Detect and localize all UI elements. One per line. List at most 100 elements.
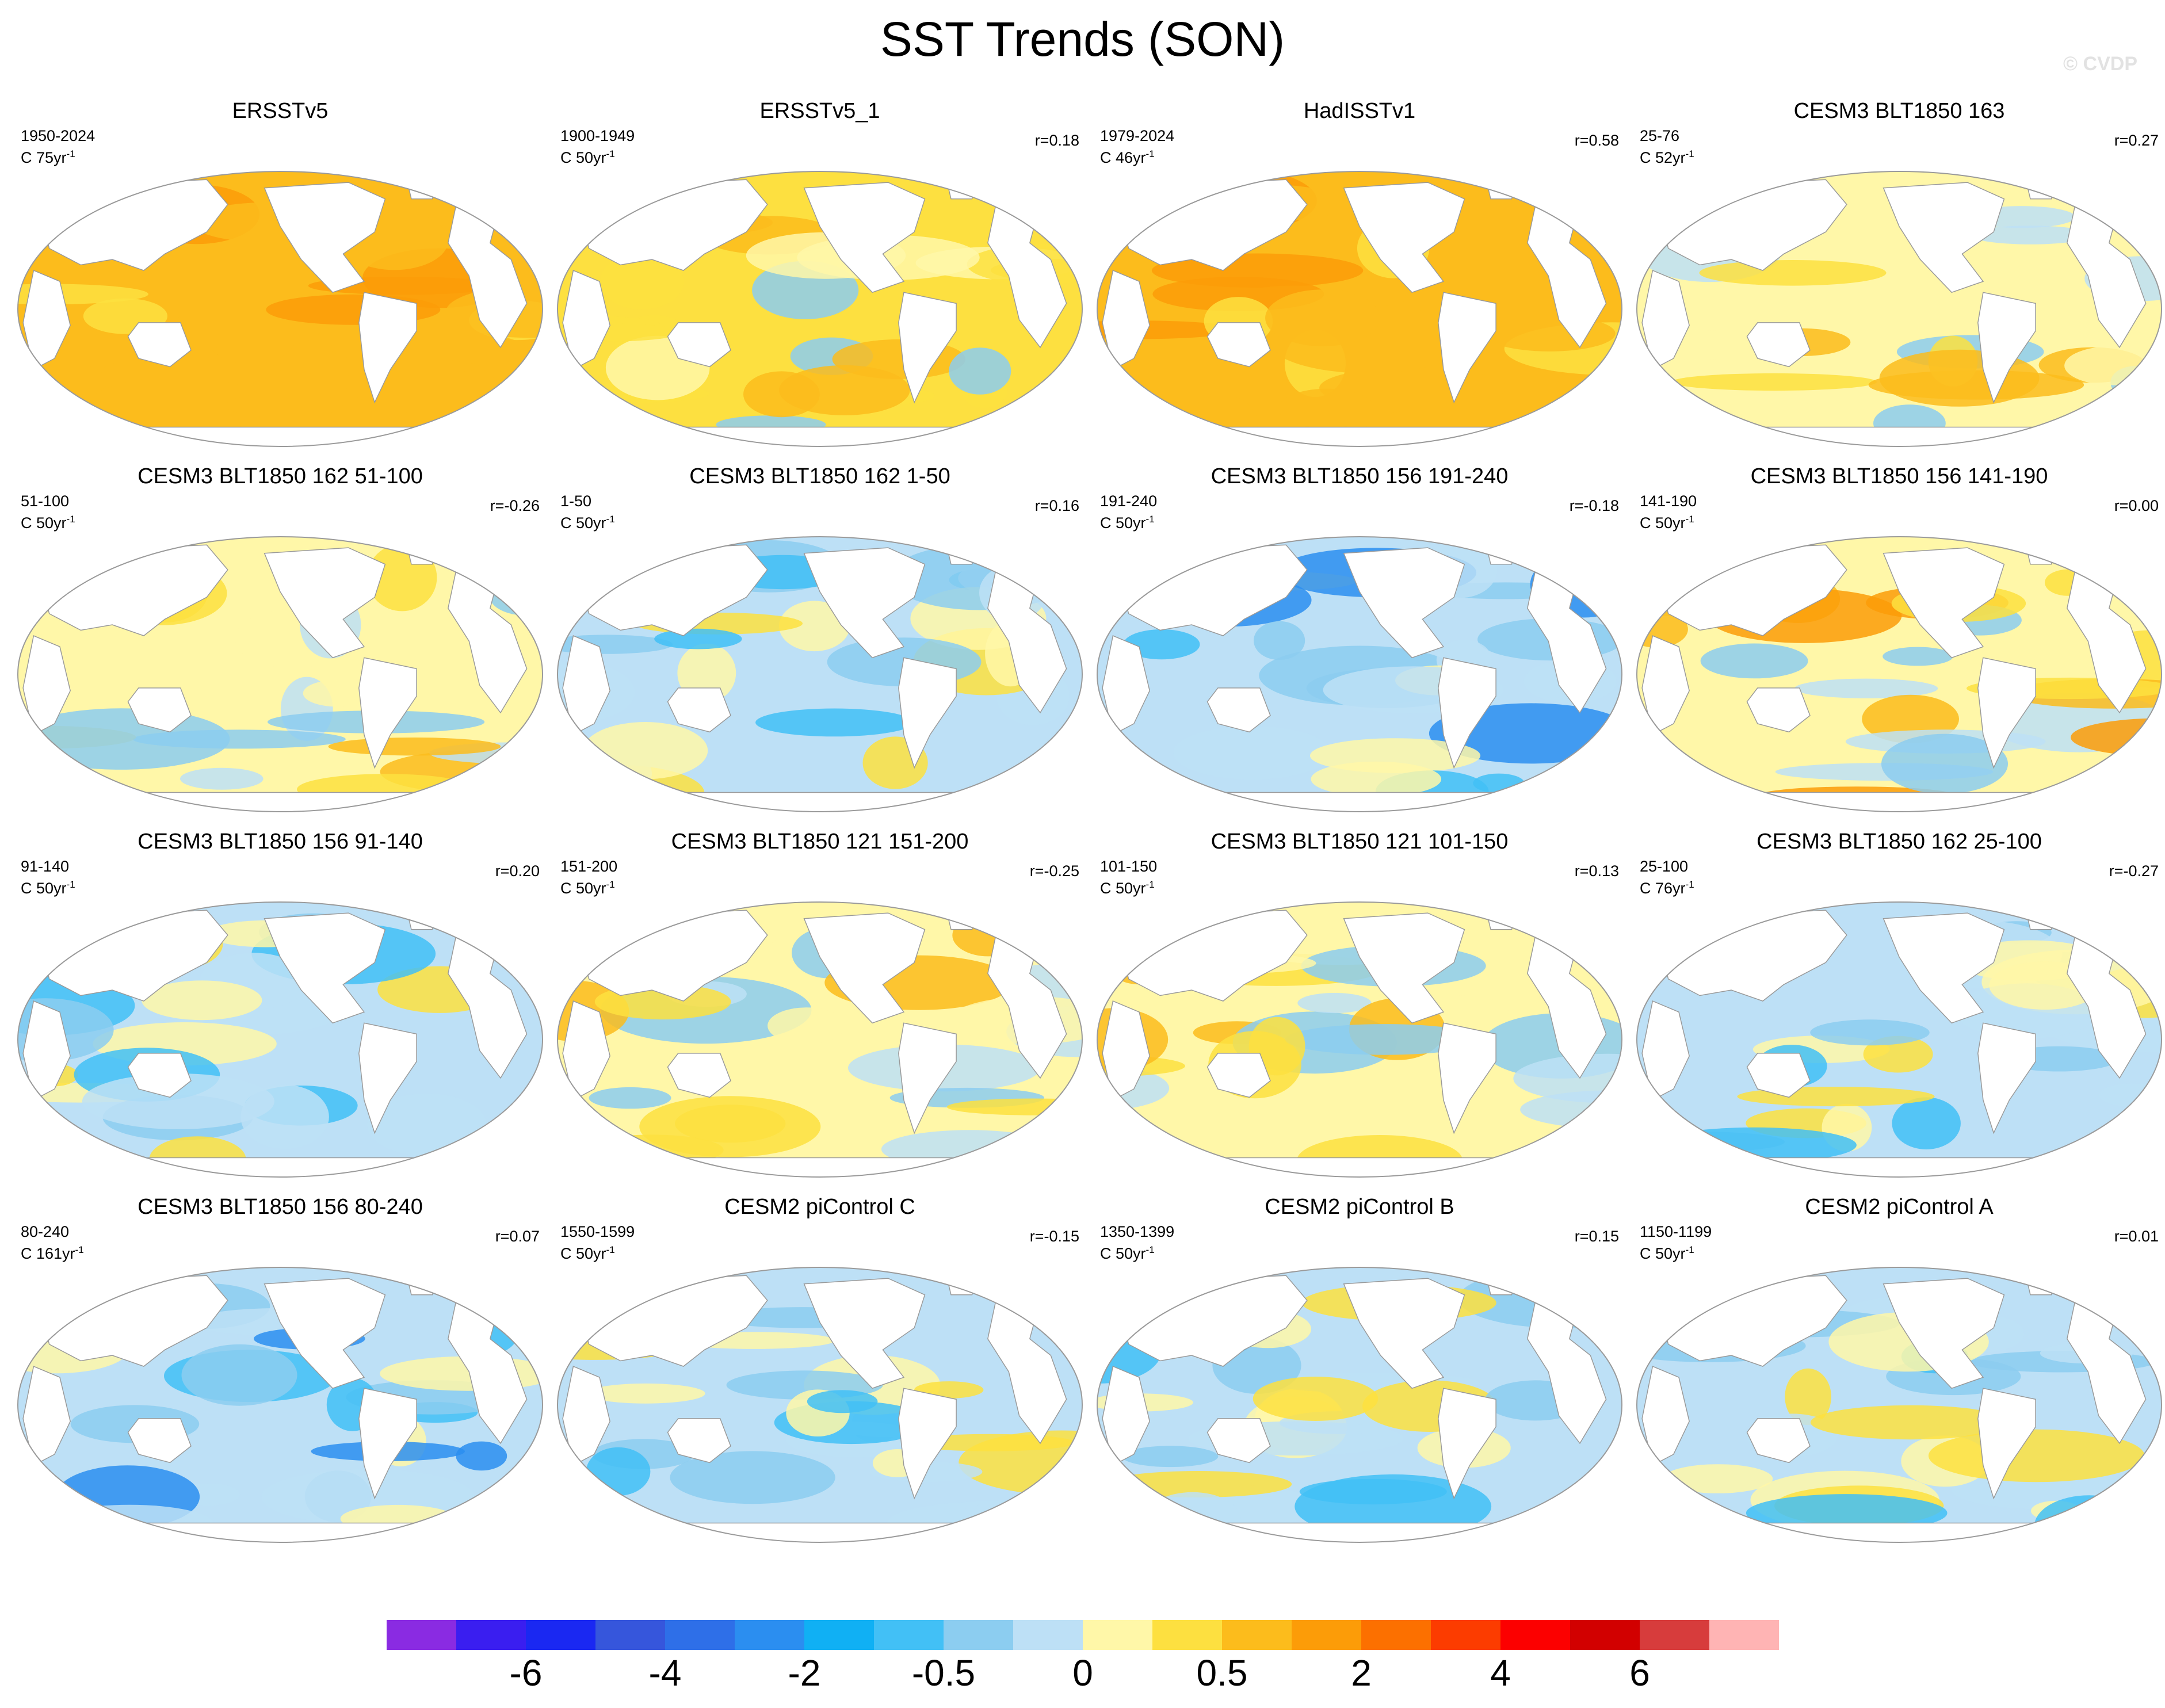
colorbar-tick-label: 0 <box>1072 1652 1093 1694</box>
map-outline <box>17 901 543 1178</box>
map-panel: CESM3 BLT1850 162 51-100 51-100 C 50yr-1 r=… <box>10 463 550 829</box>
land-mass <box>1883 1278 2005 1389</box>
colorbar-box <box>1709 1620 1779 1650</box>
land-mass <box>358 657 417 769</box>
map-panel: CESM3 BLT1850 156 80-240 80-240 C 161yr-1 r… <box>10 1194 550 1560</box>
colorbar-box <box>1152 1620 1223 1650</box>
trend-region <box>2034 1495 2144 1542</box>
panel-correlation: r=0.07 <box>495 1228 540 1245</box>
land-mass <box>264 547 386 659</box>
land-mass <box>1641 1000 1690 1101</box>
map-svg <box>557 171 1083 447</box>
panel-units: C 75yr-1 <box>21 148 75 166</box>
colorbar-box <box>1083 1620 1153 1650</box>
panel-units: C 76yr-1 <box>1640 879 1694 897</box>
map-panel: CESM3 BLT1850 121 101-150 101-150 C 50yr-1… <box>1090 828 1629 1194</box>
trend-region <box>2099 1484 2158 1539</box>
land-mass <box>667 687 731 733</box>
panel-title: CESM3 BLT1850 156 80-240 <box>138 1195 423 1219</box>
land-mass <box>358 1022 417 1134</box>
land-mass <box>562 1366 610 1466</box>
trend-region <box>778 601 850 652</box>
panel-units: C 50yr-1 <box>560 1244 615 1262</box>
panel-years: 80-240 <box>21 1223 70 1240</box>
panel-correlation: r=-0.15 <box>1029 1228 1079 1245</box>
map-outline <box>1097 536 1622 812</box>
trend-region <box>1892 1097 1961 1149</box>
trend-region <box>456 1441 507 1471</box>
trend-region <box>1144 1492 1241 1542</box>
trend-region <box>1285 1024 1484 1055</box>
land-mass <box>898 657 957 769</box>
trend-region <box>1663 1464 1773 1493</box>
map-outline <box>1636 901 2162 1178</box>
panel-title: ERSSTv5_1 <box>759 99 880 123</box>
trend-region <box>1744 391 1815 446</box>
land-mass <box>945 907 978 930</box>
map-outline <box>1097 1267 1622 1543</box>
panel-correlation: r=0.13 <box>1574 862 1619 880</box>
trend-region <box>87 377 267 435</box>
trend-region <box>586 1447 651 1496</box>
panel-years: 1950-2024 <box>21 127 96 144</box>
panel-units: C 50yr-1 <box>21 514 75 532</box>
panel-title: HadISSTv1 <box>1303 99 1416 123</box>
trend-region <box>2107 192 2162 230</box>
land-mass <box>22 1000 71 1101</box>
colorbar-box <box>804 1620 875 1650</box>
trend-region <box>670 1451 835 1504</box>
map-svg <box>1636 1267 2162 1543</box>
land-mass <box>1149 1157 1570 1177</box>
panel-correlation: r=-0.27 <box>2109 862 2159 880</box>
colorbar-tick-label: 6 <box>1629 1652 1650 1694</box>
panel-years: 141-190 <box>1640 492 1697 510</box>
land-mass <box>264 1278 386 1389</box>
trend-region <box>1187 395 1258 446</box>
land-mass <box>609 792 1030 812</box>
map-outline <box>1097 171 1622 447</box>
colorbar-tick-label: 4 <box>1490 1652 1511 1694</box>
trend-region <box>181 1344 297 1406</box>
trend-region <box>328 738 501 756</box>
land-mass <box>127 1418 192 1464</box>
panel-correlation: r=-0.25 <box>1029 862 1079 880</box>
land-mass <box>1977 1388 2036 1500</box>
colorbar-box <box>456 1620 526 1650</box>
map-panel: CESM3 BLT1850 156 141-190 141-190 C 50yr-1… <box>1629 463 2165 829</box>
trend-region <box>589 1087 671 1109</box>
panel-title: CESM2 piControl B <box>1265 1195 1454 1219</box>
land-mass <box>1641 635 1690 736</box>
colorbar-box <box>1013 1620 1083 1650</box>
panel-years: 101-150 <box>1100 858 1158 875</box>
colorbar-box <box>1292 1620 1362 1650</box>
land-mass <box>1438 1388 1496 1500</box>
trend-region <box>1794 678 1938 698</box>
land-mass <box>1484 1272 1518 1296</box>
panel-title: CESM3 BLT1850 156 191-240 <box>1211 464 1509 488</box>
panel-correlation: r=0.20 <box>495 862 540 880</box>
panel-years: 1350-1399 <box>1100 1223 1175 1240</box>
land-mass <box>1641 1366 1690 1466</box>
map-svg <box>17 1267 543 1543</box>
panel-units: C 50yr-1 <box>560 514 615 532</box>
land-mass <box>1746 1418 1811 1464</box>
trend-region <box>82 1073 274 1129</box>
colorbar-box <box>1431 1620 1501 1650</box>
map-svg <box>1636 171 2162 447</box>
land-mass <box>898 292 957 404</box>
panel-title: CESM3 BLT1850 162 1-50 <box>689 464 950 488</box>
map-svg <box>17 901 543 1178</box>
watermark: © CVDP <box>2063 53 2137 75</box>
map-svg <box>557 1267 1083 1543</box>
trend-region <box>743 371 820 418</box>
map-svg <box>1636 901 2162 1178</box>
trend-region <box>600 253 684 310</box>
panel-years: 1900-1949 <box>560 127 635 144</box>
trend-region <box>1785 1368 1831 1426</box>
panel-years: 1150-1199 <box>1640 1223 1712 1240</box>
colorbar-box <box>1640 1620 1710 1650</box>
land-mass <box>609 1157 1030 1177</box>
land-mass <box>1149 426 1570 446</box>
land-mass <box>127 687 192 733</box>
land-mass <box>405 1272 438 1296</box>
